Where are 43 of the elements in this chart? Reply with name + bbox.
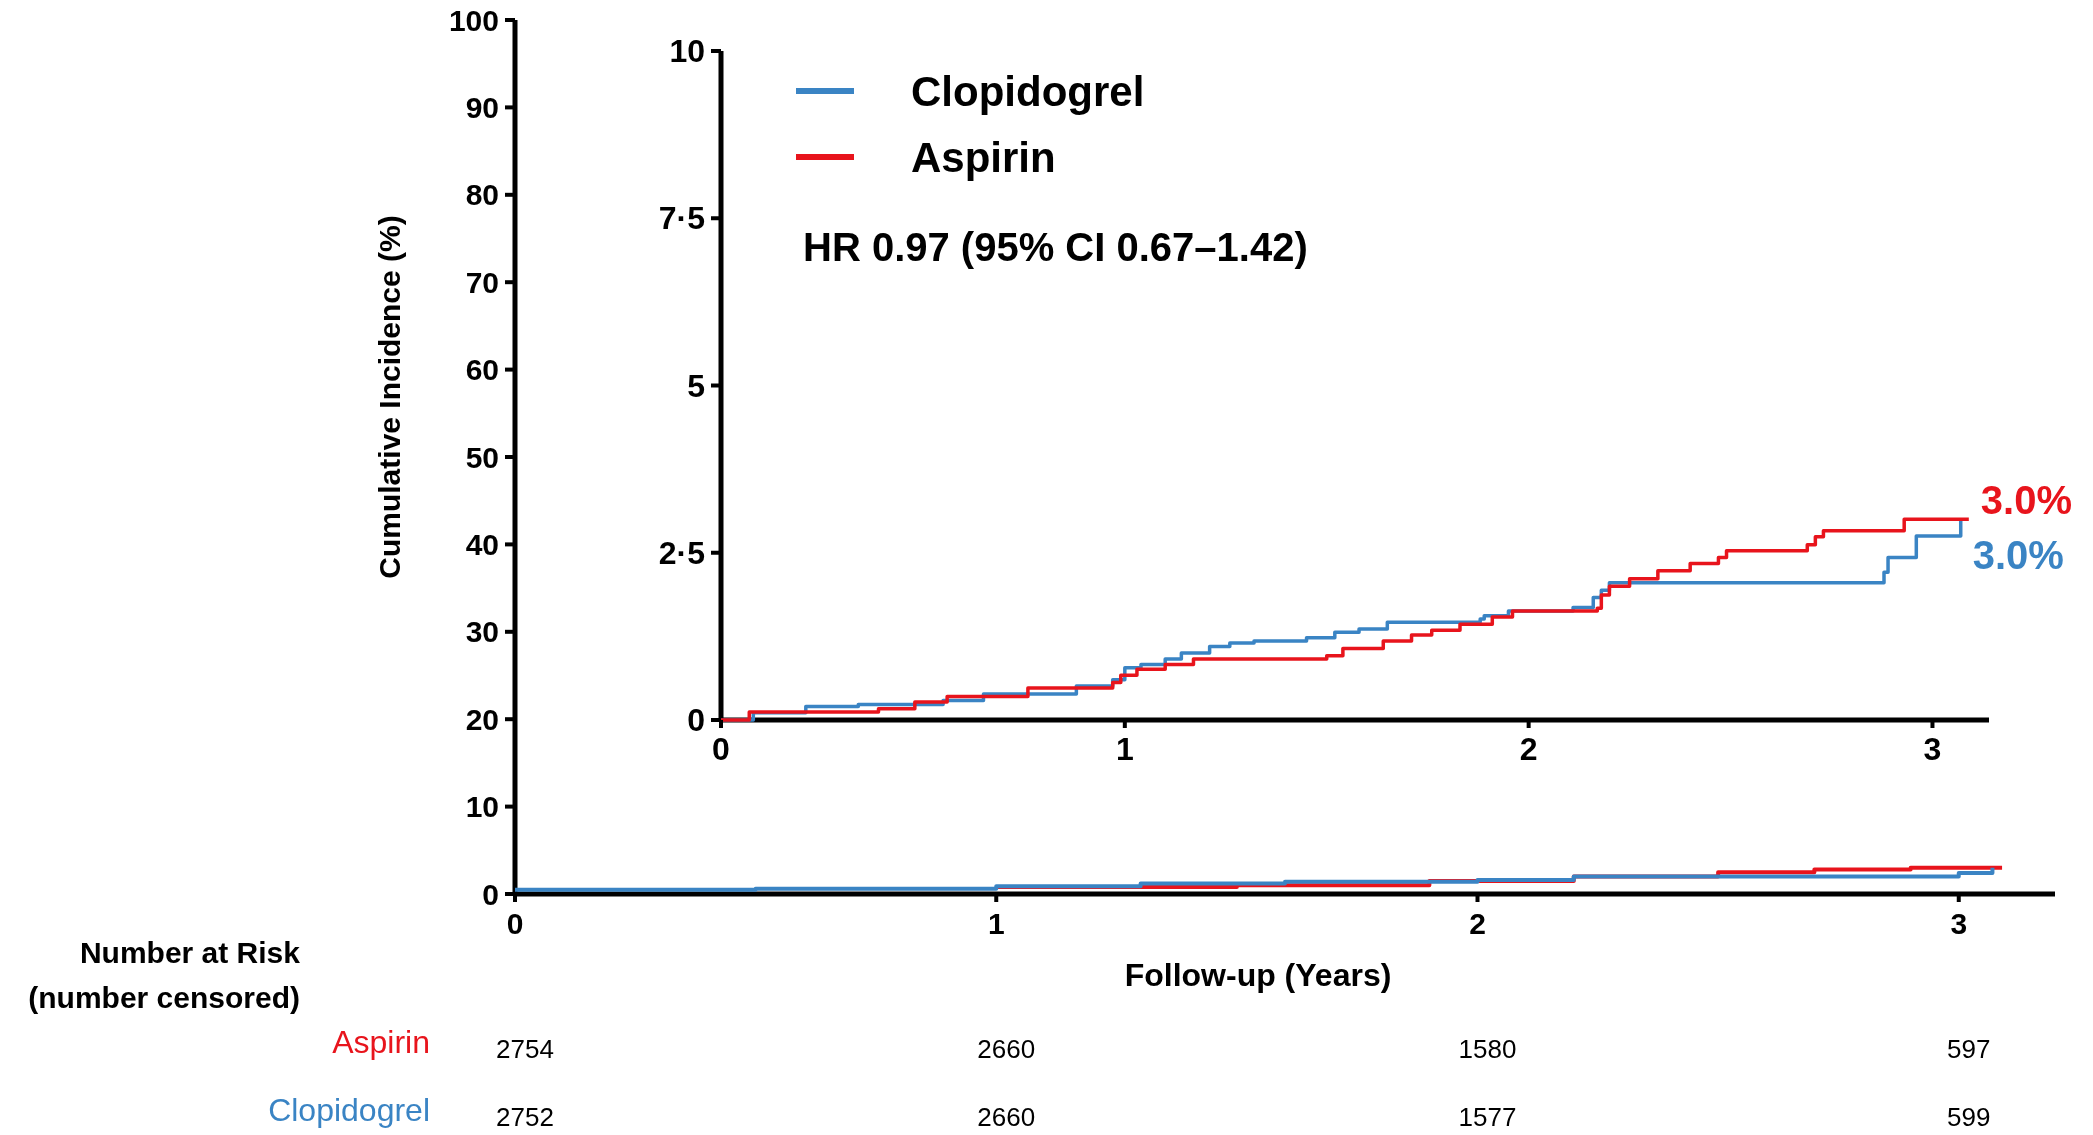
text: 2754 (496, 1034, 554, 1064)
y-tick-label: 50 (465, 440, 499, 474)
y-tick-label: 60 (465, 353, 499, 387)
y-tick-label: 80 (465, 178, 499, 212)
text: 2752 (496, 1102, 554, 1132)
x-tick-label: 2 (1519, 731, 1538, 767)
y-tick-label: 90 (465, 90, 499, 124)
x-tick-label: 3 (1923, 731, 1942, 767)
text: 1580 (1458, 1034, 1517, 1064)
y-tick-label: 5 (687, 367, 705, 404)
x-tick-label: 1 (1115, 731, 1134, 767)
annotation: HR 0.97 (95% CI 0.67–1.42) (803, 225, 1308, 269)
y-tick-label: 10 (465, 790, 499, 824)
text: Clopidogrel (268, 1092, 430, 1128)
y-tick-label: 7·5 (658, 200, 705, 237)
x-tick-label: 3 (1950, 907, 1968, 940)
y-tick-label: 100 (448, 3, 499, 37)
y-tick-label: 10 (669, 33, 705, 70)
y-tick-label: 0 (687, 702, 705, 739)
annotation: 3.0% (1980, 478, 2072, 523)
y-tick-label: 70 (465, 265, 499, 299)
text: (number censored) (28, 981, 300, 1014)
y-tick-label: 20 (465, 702, 499, 736)
y-tick-label: 30 (465, 615, 499, 649)
text: 1577 (1458, 1102, 1517, 1132)
y-tick-label: 40 (465, 527, 499, 561)
x-axis-title: Follow-up (Years) (1124, 957, 1392, 993)
legend-label: Clopidogrel (911, 67, 1145, 115)
y-axis-title: Cumulative Incidence (%) (373, 215, 406, 579)
x-tick-label: 0 (712, 731, 730, 767)
text: 2660 (977, 1034, 1036, 1064)
text: 2660 (977, 1102, 1036, 1132)
text: Aspirin (332, 1024, 430, 1060)
x-tick-label: 1 (987, 907, 1005, 940)
legend-label: Aspirin (911, 133, 1056, 181)
y-tick-label: 2·5 (658, 534, 705, 571)
text: 597 (1947, 1034, 1991, 1064)
x-tick-label: 2 (1469, 907, 1486, 940)
text: 599 (1947, 1102, 1991, 1132)
text: Number at Risk (79, 936, 301, 969)
annotation: 3.0% (1972, 533, 2064, 578)
y-tick-label: 0 (482, 877, 499, 911)
x-tick-label: 0 (506, 907, 524, 940)
